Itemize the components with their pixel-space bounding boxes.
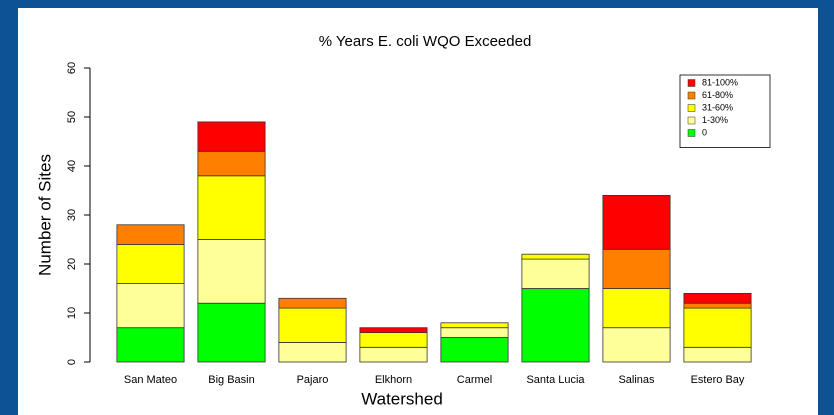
y-tick-label: 20 [66, 258, 78, 270]
x-tick-label: Carmel [457, 374, 492, 386]
bar-segment [602, 248, 671, 289]
legend-label: 61-80% [702, 90, 733, 100]
x-tick-label: Salinas [618, 374, 655, 386]
y-tick-label: 30 [66, 209, 78, 221]
bar-segment [602, 327, 671, 363]
bar-segment [602, 194, 671, 250]
x-tick-label: Pajaro [297, 374, 329, 386]
bar-segment [278, 307, 347, 343]
bar-segment [683, 307, 752, 348]
y-tick-label: 50 [66, 111, 78, 123]
bar-segment [683, 346, 752, 363]
bar-segment [521, 253, 590, 260]
bar-segment [116, 283, 185, 329]
x-tick-label: Estero Bay [691, 374, 745, 386]
bar-segment [683, 302, 752, 309]
x-tick-label: San Mateo [124, 374, 177, 386]
bar-segment [197, 175, 266, 240]
legend-label: 81-100% [702, 77, 738, 87]
bar-segment [278, 297, 347, 309]
legend-swatch [687, 104, 696, 112]
bar-segment [197, 302, 266, 363]
bar-segment [521, 258, 590, 289]
bar-segment [440, 327, 509, 338]
y-tick-label: 60 [66, 62, 78, 74]
x-tick-label: Elkhorn [375, 374, 412, 386]
legend-swatch [687, 79, 696, 87]
legend-swatch [687, 116, 696, 125]
bar-segment [278, 341, 347, 363]
x-tick-label: Big Basin [208, 374, 254, 386]
bar-segment [197, 121, 266, 152]
bar-segment [683, 292, 752, 304]
y-tick-label: 0 [66, 359, 78, 365]
bar-segment [359, 327, 428, 334]
bar-segment [197, 150, 266, 177]
bar-segment [440, 322, 509, 329]
legend-label: 31-60% [702, 102, 733, 112]
x-axis-label: Watershed [361, 389, 443, 408]
y-axis-label: Number of Sites [35, 154, 54, 276]
y-tick-label: 40 [66, 160, 78, 172]
x-tick-label: Santa Lucia [526, 374, 585, 386]
bar-segment [116, 224, 185, 245]
legend-swatch [687, 129, 696, 137]
bar-segment [521, 288, 590, 363]
bar-segment [359, 346, 428, 363]
legend-swatch [687, 91, 696, 100]
legend-label: 1-30% [702, 115, 728, 125]
legend-label: 0 [702, 127, 707, 137]
chart-title: % Years E. coli WQO Exceeded [319, 33, 532, 50]
bar-segment [602, 288, 671, 329]
y-tick-label: 10 [66, 307, 78, 319]
bar-segment [197, 239, 266, 304]
bar-segment [116, 327, 185, 363]
bar-segment [116, 243, 185, 284]
bar-segment [359, 332, 428, 348]
bar-segment [440, 337, 509, 363]
